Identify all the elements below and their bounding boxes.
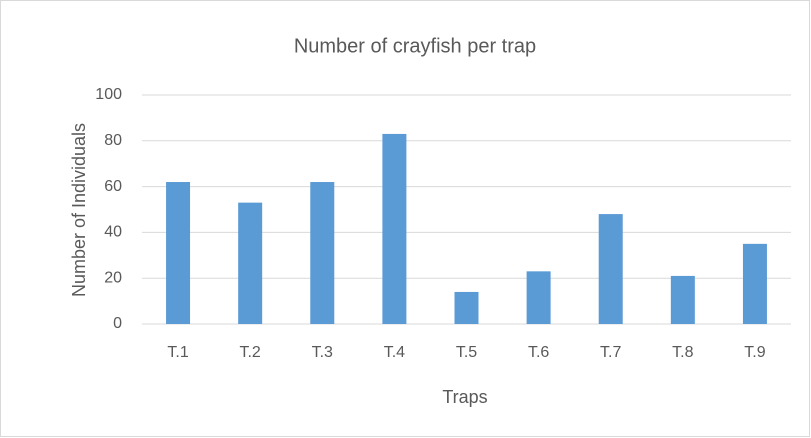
- x-axis-title: Traps: [442, 387, 487, 407]
- y-axis-title: Number of Individuals: [69, 123, 89, 297]
- y-tick-label: 20: [104, 269, 122, 286]
- bar: [742, 243, 767, 324]
- x-tick-label: T.6: [528, 344, 549, 361]
- bar: [382, 133, 407, 324]
- bar: [670, 275, 695, 324]
- bar: [310, 182, 335, 324]
- y-tick-label: 60: [104, 178, 122, 195]
- bar: [598, 214, 623, 324]
- x-tick-label: T.1: [167, 344, 188, 361]
- x-tick-label: T.4: [384, 344, 405, 361]
- x-tick-label: T.8: [672, 344, 693, 361]
- bar: [454, 291, 479, 324]
- x-tick-label: T.5: [456, 344, 477, 361]
- chart-title: Number of crayfish per trap: [294, 35, 536, 57]
- bar: [166, 182, 191, 324]
- x-tick-label: T.9: [744, 344, 765, 361]
- x-tick-label: T.7: [600, 344, 621, 361]
- x-tick-label: T.2: [239, 344, 260, 361]
- y-tick-label: 80: [104, 132, 122, 149]
- y-tick-label: 100: [95, 86, 122, 103]
- bar: [238, 202, 263, 324]
- y-tick-label: 40: [104, 224, 122, 241]
- x-tick-label: T.3: [312, 344, 333, 361]
- bar: [526, 271, 551, 324]
- y-tick-label: 0: [113, 315, 122, 332]
